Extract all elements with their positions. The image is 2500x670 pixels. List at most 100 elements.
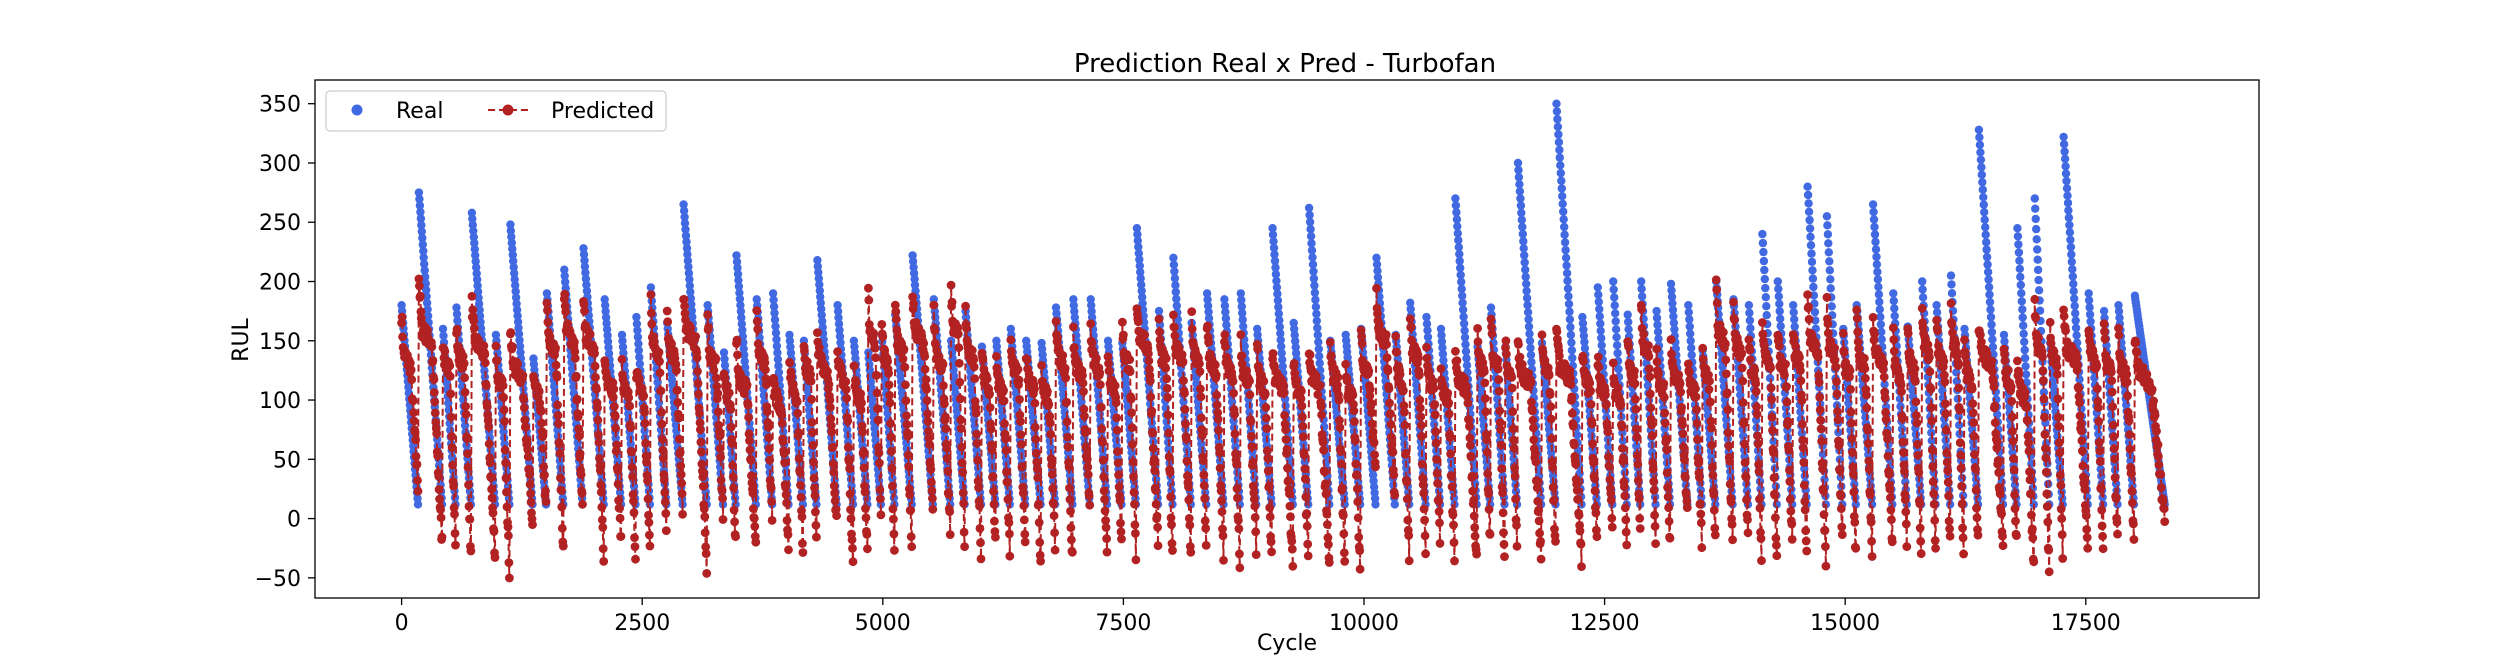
predicted-point [484,439,494,449]
real-point [1977,170,1987,179]
real-point [1808,266,1817,275]
predicted-point [883,357,892,366]
predicted-point [590,361,600,371]
predicted-point [450,509,459,519]
real-point [1775,307,1784,316]
predicted-point [920,364,930,374]
predicted-point [811,520,821,530]
predicted-point [766,483,776,493]
real-point [603,337,613,346]
predicted-point [907,542,917,552]
real-point [2018,305,2027,314]
predicted-point [523,452,533,462]
predicted-point [845,489,855,499]
predicted-point [991,532,1000,542]
real-point [2075,375,2084,384]
real-point [513,317,523,327]
predicted-point [698,472,708,482]
real-point [1889,289,1898,298]
real-point [683,256,693,265]
real-point [560,265,569,274]
predicted-point [809,457,818,467]
predicted-point [655,357,664,366]
real-point [2070,294,2079,303]
real-point [681,231,691,240]
predicted-point [655,368,665,378]
predicted-point [928,504,938,514]
real-point [2013,224,2022,233]
predicted-point [598,523,608,532]
predicted-point [692,353,702,363]
predicted-point [902,411,911,420]
predicted-point [794,428,803,437]
real-point [1820,475,1829,484]
predicted-point [713,407,723,417]
predicted-point [500,417,509,426]
real-point [1776,321,1785,331]
predicted-point [806,376,816,386]
predicted-point [469,323,479,333]
predicted-point [1004,518,1014,527]
real-point [1611,325,1621,334]
real-point [1560,230,1569,239]
real-point [2060,147,2069,156]
predicted-point [1049,499,1058,509]
predicted-point [841,377,851,387]
real-point [511,281,520,290]
predicted-point [886,419,895,428]
real-point [2060,154,2070,164]
real-point [601,301,610,310]
predicted-point [593,403,602,413]
predicted-point [955,394,965,404]
real-point [1873,275,1883,284]
real-point [581,274,591,283]
predicted-point [767,516,777,525]
real-point [2065,220,2074,230]
predicted-point [534,387,544,396]
predicted-point [891,307,901,316]
predicted-point [905,490,915,500]
predicted-point [1032,464,1042,474]
predicted-point [785,358,795,368]
predicted-point [988,472,998,481]
predicted-point [929,300,939,310]
predicted-point [407,375,417,384]
real-point [1807,257,1817,267]
predicted-point [1001,445,1011,455]
real-point [2063,198,2073,208]
real-point [1981,223,1990,232]
predicted-point [862,530,872,539]
predicted-point [850,361,859,371]
real-point [1774,292,1784,301]
real-point [2020,345,2029,355]
predicted-point [1022,355,1032,365]
real-point [2070,301,2079,311]
predicted-point [887,463,897,473]
predicted-point [792,397,802,407]
predicted-point [429,388,439,397]
predicted-point [543,317,553,327]
real-point [1561,245,1570,255]
real-point [1564,292,1573,301]
real-point [1977,163,1986,172]
predicted-point [522,435,532,445]
predicted-point [903,431,913,441]
predicted-point [656,386,666,396]
real-point [1771,482,1781,491]
predicted-point [1047,470,1057,479]
predicted-point [873,415,883,425]
predicted-point [960,542,969,552]
predicted-point [398,332,407,342]
real-point [1594,290,1603,299]
predicted-point [585,329,595,339]
real-point [1762,311,1771,320]
predicted-point [909,299,918,308]
predicted-point [590,349,599,358]
real-point [602,325,612,334]
predicted-point [927,477,936,487]
predicted-point [435,494,444,504]
predicted-point [828,442,838,452]
real-point [2066,235,2075,244]
real-point [579,250,589,259]
predicted-point [728,461,738,470]
